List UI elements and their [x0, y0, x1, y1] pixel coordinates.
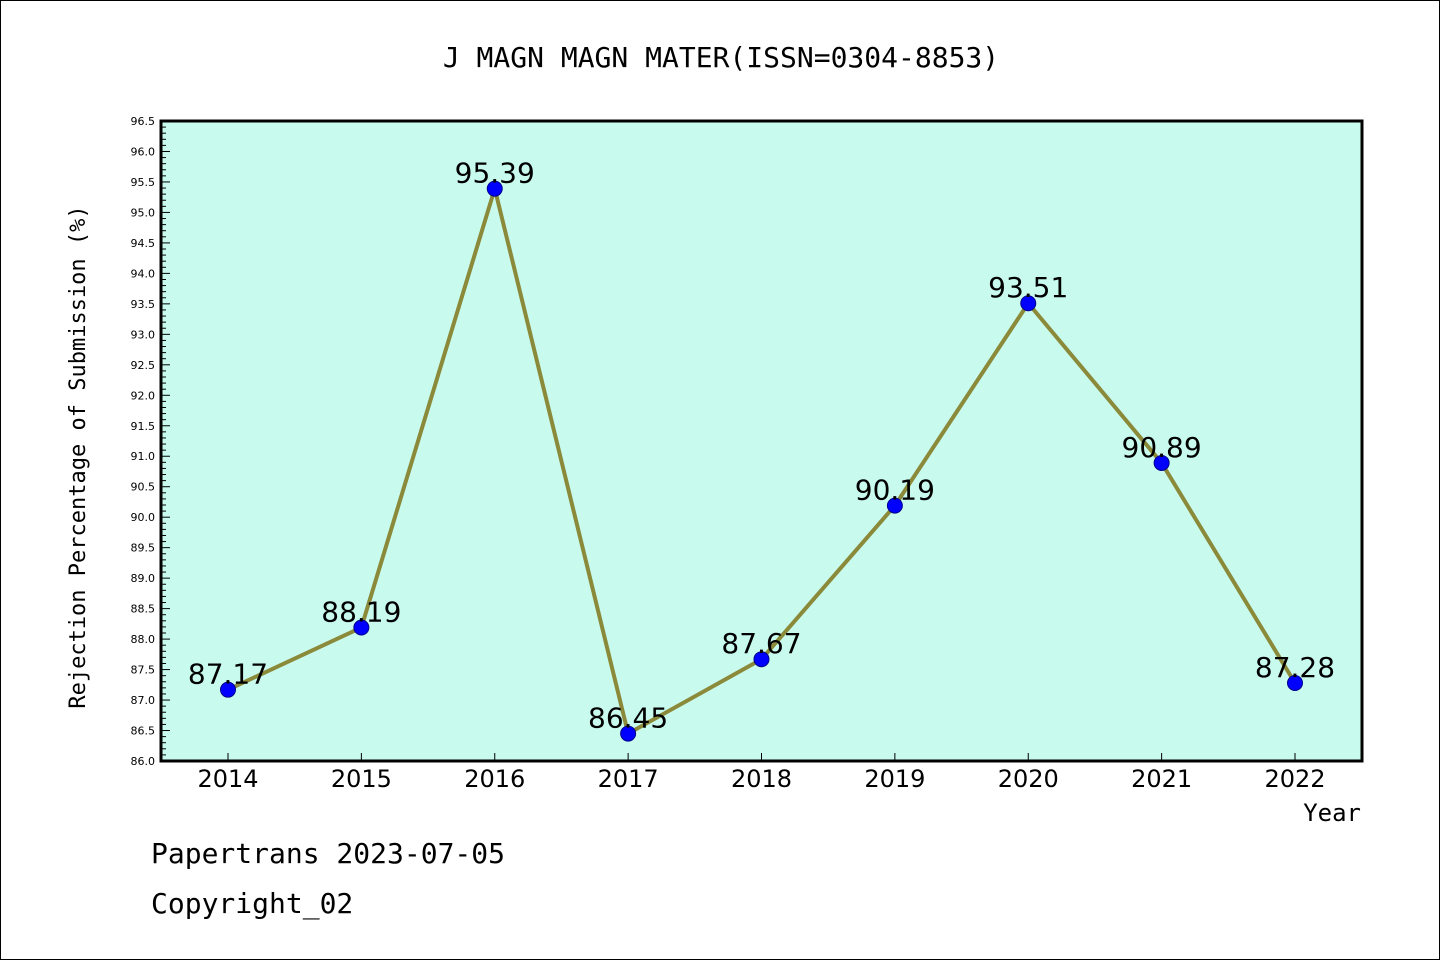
y-tick-label: 87.0 — [131, 694, 156, 707]
y-tick-label: 93.0 — [131, 328, 156, 341]
y-axis-title: Rejection Percentage of Submission (%) — [66, 205, 91, 708]
y-tick-label: 90.0 — [131, 511, 156, 524]
y-tick-label: 92.0 — [131, 389, 156, 402]
x-axis-title: Year — [1303, 799, 1361, 827]
footer-date-text: Papertrans 2023-07-05 — [151, 837, 506, 870]
data-label: 87.67 — [721, 627, 801, 660]
data-label: 87.28 — [1255, 651, 1335, 684]
data-label: 88.19 — [321, 596, 401, 629]
data-label: 87.17 — [188, 658, 268, 691]
data-label-layer: 87.17 88.19 95.39 86.45 87.67 90.19 93.51 90.89… — [188, 157, 1335, 735]
x-tick-label: 2016 — [464, 765, 525, 793]
y-tick-label: 89.5 — [131, 542, 156, 555]
data-point — [220, 681, 236, 698]
y-axis: 86.0 86.5 87.0 87.5 88.0 88.5 89.0 89.5 90.0 90.5… — [131, 115, 170, 768]
x-tick-label: 2021 — [1131, 765, 1192, 793]
data-point — [1020, 295, 1037, 312]
y-tick-label: 95.0 — [131, 206, 156, 219]
x-tick-label: 2017 — [598, 765, 659, 793]
series-layer — [220, 180, 1303, 742]
data-label: 90.19 — [855, 474, 935, 507]
x-tick-label: 2022 — [1264, 765, 1325, 793]
data-point — [1153, 454, 1170, 471]
y-tick-label: 90.5 — [131, 481, 156, 494]
y-tick-label: 95.5 — [131, 176, 156, 189]
x-tick-label: 2018 — [731, 765, 792, 793]
y-tick-label: 96.5 — [131, 115, 156, 128]
x-tick-label: 2020 — [998, 765, 1059, 793]
x-tick-label: 2019 — [864, 765, 925, 793]
y-tick-label: 94.0 — [131, 267, 156, 280]
data-point — [620, 725, 637, 742]
data-point — [486, 180, 503, 197]
y-tick-label: 88.5 — [131, 603, 156, 616]
data-point — [886, 497, 903, 514]
y-tick-label: 86.0 — [131, 755, 156, 768]
data-point — [353, 619, 370, 636]
y-tick-label: 96.0 — [131, 145, 156, 158]
data-label: 95.39 — [455, 157, 535, 190]
y-tick-label: 89.0 — [131, 572, 156, 585]
y-tick-label: 86.5 — [131, 725, 156, 738]
y-tick-label: 91.5 — [131, 420, 156, 433]
data-label: 90.89 — [1122, 431, 1202, 464]
footer-copyright-text: Copyright_02 — [151, 887, 354, 920]
y-tick-label: 88.0 — [131, 633, 156, 646]
x-tick-label: 2014 — [197, 765, 258, 793]
chart-title: J MAGN MAGN MATER(ISSN=0304-8853) — [443, 41, 999, 74]
data-point — [753, 651, 770, 668]
y-tick-label: 87.5 — [131, 664, 156, 677]
data-point — [1287, 674, 1303, 691]
x-tick-label: 2015 — [331, 765, 392, 793]
x-axis: 2014 2015 2016 2017 2018 2019 2020 2021 2022 — [197, 753, 1326, 793]
data-label: 86.45 — [588, 702, 668, 735]
data-label: 93.51 — [988, 271, 1068, 304]
y-tick-label: 94.5 — [131, 237, 156, 250]
y-tick-label: 92.5 — [131, 359, 156, 372]
y-tick-label: 93.5 — [131, 298, 156, 311]
y-tick-label: 91.0 — [131, 450, 156, 463]
